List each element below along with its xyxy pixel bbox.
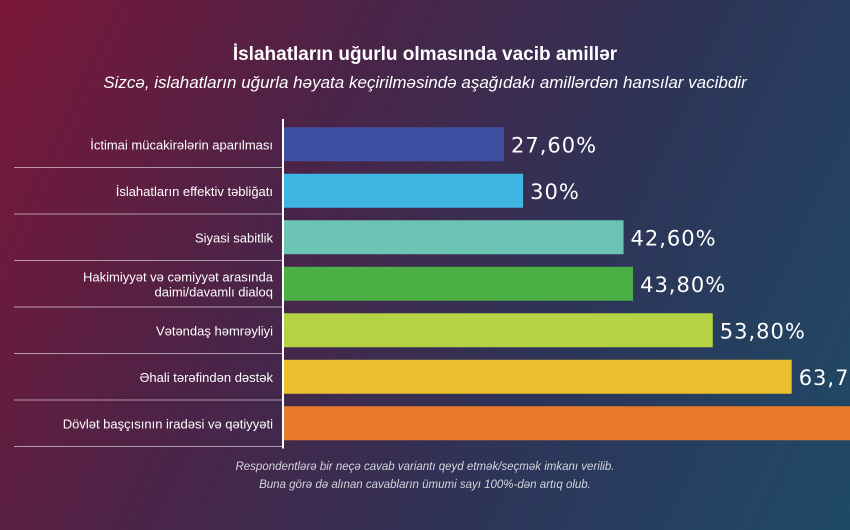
value-label: 27,60% bbox=[511, 133, 597, 157]
footnote-line-1: Respondentlərə bir neçə cavab variantı q… bbox=[235, 461, 615, 473]
footnote-line-2: Buna görə də alınan cavabların ümumi say… bbox=[259, 479, 591, 491]
value-label: 30% bbox=[530, 180, 580, 204]
value-label: 42,60% bbox=[631, 226, 717, 250]
value-label: 53,80% bbox=[720, 319, 806, 343]
value-label: 63,70% bbox=[799, 366, 850, 390]
category-label: daimi/davamlı dialoq bbox=[154, 284, 273, 299]
value-label: 43,80% bbox=[640, 273, 726, 297]
bar-4 bbox=[284, 266, 634, 301]
bar-6 bbox=[284, 359, 792, 394]
category-label: Əhali tərəfindən dəstək bbox=[140, 370, 274, 385]
bar-1 bbox=[284, 127, 504, 162]
bar-5 bbox=[284, 313, 713, 348]
category-label: Hakimiyyət və cəmiyyət arasında bbox=[83, 269, 274, 284]
category-label: Dövlət başçısının iradəsi və qətiyyəti bbox=[63, 416, 273, 431]
category-label: İctimai mücakirələrin aparılması bbox=[90, 137, 273, 152]
chart-title: İslahatların uğurlu olmasında vacib amil… bbox=[232, 44, 618, 65]
chart-subtitle: Sizcə, islahatların uğurla həyata keçiri… bbox=[103, 73, 747, 92]
bar-2 bbox=[284, 173, 524, 208]
category-label: Vətəndaş həmrəyliyi bbox=[156, 323, 273, 338]
bar-7 bbox=[284, 406, 850, 441]
category-label: İslahatların effektiv təbliğatı bbox=[116, 184, 273, 199]
category-label: Siyasi sabitlik bbox=[195, 230, 274, 245]
bar-3 bbox=[284, 220, 624, 255]
